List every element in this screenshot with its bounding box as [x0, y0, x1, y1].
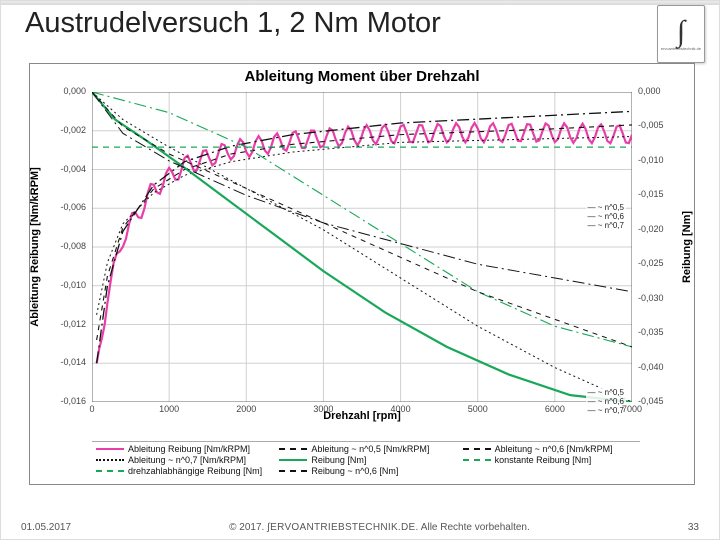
chart-svg: [92, 92, 632, 402]
chart-container: Ableitung Moment über Drehzahl Ableitung…: [29, 63, 695, 485]
slide-title: Austrudelversuch 1, 2 Nm Motor: [25, 7, 441, 40]
header-line: [1, 1, 719, 5]
footer-page-number: 33: [688, 522, 699, 533]
footer-date: 01.05.2017: [21, 522, 71, 533]
slide: Austrudelversuch 1, 2 Nm Motor ∫ ervoant…: [0, 0, 720, 540]
integral-icon: ∫: [677, 18, 685, 46]
chart-title: Ableitung Moment über Drehzahl: [30, 64, 694, 85]
footer-copyright: © 2017. ∫ERVOANTRIEBSTECHNIK.DE. Alle Re…: [71, 522, 688, 533]
inset-legend-top: — ~ n^0,5— ~ n^0,6— ~ n^0,7: [586, 202, 626, 231]
y-axis-right-label: Reibung [Nm]: [680, 92, 694, 402]
chart-legend: Ableitung Reibung [Nm/kRPM]Ableitung ~ n…: [92, 441, 640, 478]
x-axis-label: Drehzahl [rpm]: [92, 410, 632, 422]
company-logo: ∫ ervoantriebstechnik.de: [657, 5, 705, 63]
y-axis-left-label: Ableitung Reibung [Nm/kRPM]: [28, 92, 42, 402]
chart-plot-area: — ~ n^0,5— ~ n^0,6— ~ n^0,7 — ~ n^0,5— ~…: [92, 92, 632, 402]
slide-footer: 01.05.2017 © 2017. ∫ERVOANTRIEBSTECHNIK.…: [1, 522, 719, 533]
logo-subtext: ervoantriebstechnik.de: [661, 46, 701, 51]
